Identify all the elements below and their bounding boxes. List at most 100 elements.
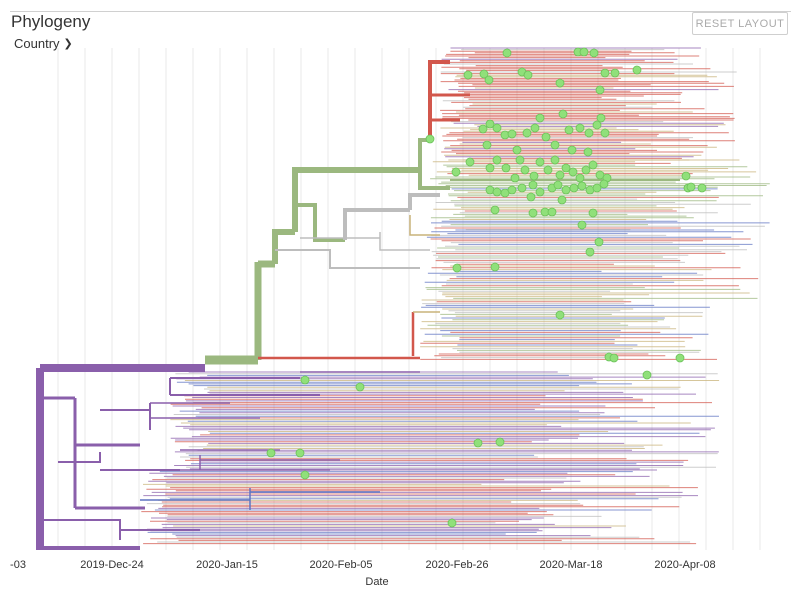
highlighted-tip — [561, 163, 571, 173]
highlighted-tip — [558, 109, 568, 119]
highlighted-tip — [568, 167, 578, 177]
branch — [295, 203, 345, 242]
highlighted-tip — [517, 183, 527, 193]
branch — [430, 93, 470, 122]
highlighted-tip — [557, 195, 567, 205]
highlighted-tip — [592, 183, 602, 193]
highlighted-tip — [528, 208, 538, 218]
color-by-label: Country — [14, 36, 60, 51]
highlighted-tip — [522, 128, 532, 138]
color-by-dropdown[interactable]: Country ❯ — [14, 36, 73, 51]
highlighted-tip — [681, 171, 691, 181]
highlighted-tip — [501, 163, 511, 173]
highlighted-tip — [561, 185, 571, 195]
panel-title: Phylogeny — [11, 12, 91, 31]
highlighted-tip — [529, 171, 539, 181]
highlighted-tip — [482, 140, 492, 150]
highlighted-tip — [697, 183, 707, 193]
branch — [40, 519, 121, 540]
highlighted-tip — [577, 220, 587, 230]
highlighted-tip — [490, 262, 500, 272]
highlighted-tip — [632, 65, 642, 75]
highlighted-tip — [507, 129, 517, 139]
branch — [40, 396, 140, 508]
highlighted-tip — [535, 187, 545, 197]
highlighted-tip — [490, 205, 500, 215]
highlighted-tip — [543, 165, 553, 175]
highlighted-tip — [555, 170, 565, 180]
x-tick-label: 2020-Jan-15 — [196, 559, 258, 571]
x-tick-label: 2020-Feb-26 — [426, 559, 489, 571]
chevron-down-icon: ❯ — [63, 38, 73, 50]
highlighted-tip — [473, 438, 483, 448]
highlighted-tip — [355, 382, 365, 392]
branch — [140, 488, 380, 510]
branch — [199, 455, 340, 470]
highlighted-tip — [600, 128, 610, 138]
highlighted-tip — [266, 448, 276, 458]
branch — [275, 249, 420, 269]
x-tick-label: 2019-Dec-24 — [80, 559, 144, 571]
highlighted-tip — [520, 165, 530, 175]
x-tick-label: 2020-Mar-18 — [540, 559, 603, 571]
highlighted-tip — [550, 155, 560, 165]
highlighted-tip — [495, 437, 505, 447]
x-tick-label: -03 — [10, 559, 26, 571]
highlighted-tip — [300, 470, 310, 480]
highlighted-tip — [478, 124, 488, 134]
highlighted-tip — [583, 147, 593, 157]
x-axis-label: Date — [365, 576, 388, 588]
tree-branches — [36, 47, 770, 550]
highlighted-tip — [510, 173, 520, 183]
highlighted-tip — [528, 180, 538, 190]
highlighted-tip — [555, 310, 565, 320]
branch — [292, 167, 420, 232]
branch — [408, 193, 440, 210]
branch — [100, 403, 151, 430]
x-tick-label: 2020-Apr-08 — [654, 559, 715, 571]
highlighted-tip — [609, 353, 619, 363]
branch — [272, 229, 295, 264]
reset-layout-button[interactable]: RESET LAYOUT — [692, 12, 788, 35]
highlighted-tip — [425, 134, 435, 144]
highlighted-tip — [492, 155, 502, 165]
highlighted-tip — [584, 128, 594, 138]
highlighted-tip — [465, 157, 475, 167]
highlighted-tip — [295, 448, 305, 458]
highlighted-tip — [600, 68, 610, 78]
highlighted-tip — [588, 208, 598, 218]
highlighted-tip — [592, 120, 602, 130]
highlighted-tip — [553, 180, 563, 190]
highlighted-tip — [577, 181, 587, 191]
branch — [169, 377, 320, 396]
highlighted-tip — [530, 123, 540, 133]
branch — [150, 402, 260, 419]
highlighted-tip — [300, 375, 310, 385]
highlighted-tip — [610, 68, 620, 78]
highlighted-tip — [512, 145, 522, 155]
branch — [300, 232, 430, 251]
highlighted-tip — [581, 165, 591, 175]
highlighted-tip — [686, 182, 696, 192]
highlighted-tip — [515, 155, 525, 165]
highlighted-tip — [564, 125, 574, 135]
highlighted-tip — [507, 185, 517, 195]
date-axis: -03 2019-Dec-24 2020-Jan-15 2020-Feb-05 2020… — [10, 559, 716, 571]
highlighted-tip — [463, 70, 473, 80]
highlighted-tip — [479, 69, 489, 79]
highlighted-tip — [594, 237, 604, 247]
highlighted-tip — [575, 173, 585, 183]
highlighted-tip — [575, 123, 585, 133]
highlighted-tip — [535, 157, 545, 167]
x-tick-label: 2020-Feb-05 — [310, 559, 373, 571]
highlighted-tip — [642, 370, 652, 380]
highlighted-tip — [492, 187, 502, 197]
highlighted-tip — [555, 78, 565, 88]
highlighted-tip — [541, 132, 551, 142]
highlighted-tip — [485, 163, 495, 173]
highlighted-tip — [452, 263, 462, 273]
branch — [409, 215, 440, 236]
highlighted-tip — [447, 518, 457, 528]
highlighted-tip — [535, 113, 545, 123]
